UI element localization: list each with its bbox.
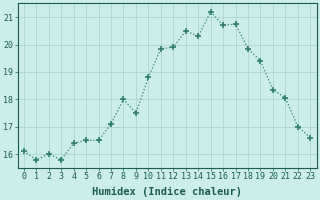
X-axis label: Humidex (Indice chaleur): Humidex (Indice chaleur)	[92, 186, 242, 197]
